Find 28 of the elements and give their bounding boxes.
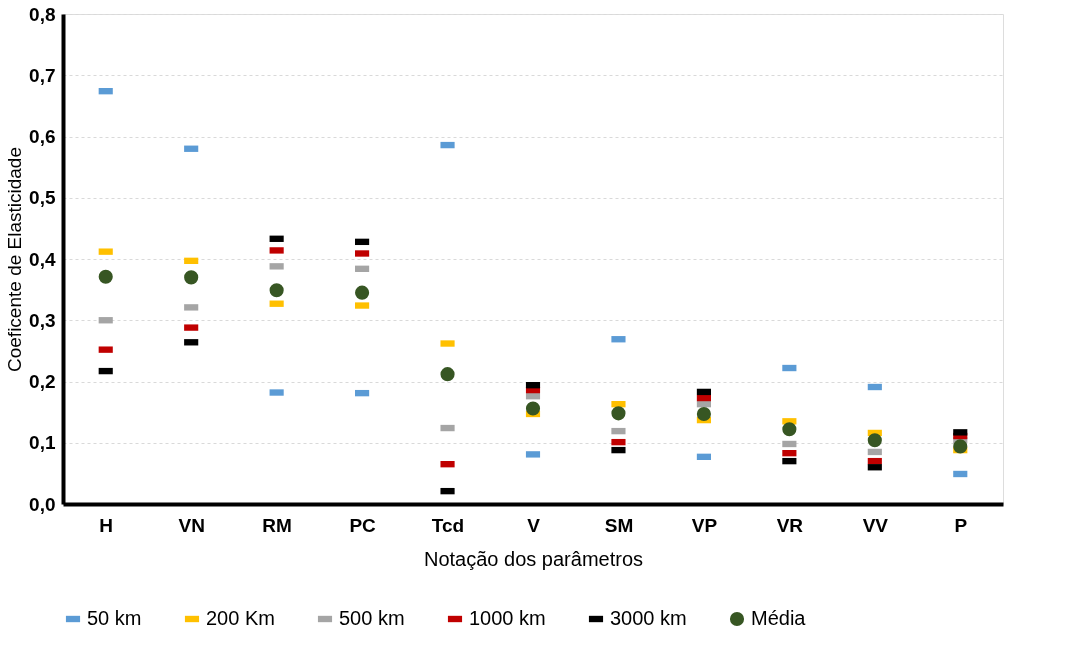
x-tick-label: RM bbox=[262, 514, 292, 536]
y-tick-label: 0,3 bbox=[29, 309, 56, 331]
y-tick-label: 0,4 bbox=[29, 248, 56, 270]
legend-label: Média bbox=[751, 607, 807, 629]
x-tick-label: Tcd bbox=[431, 514, 465, 536]
x-tick-label: PC bbox=[349, 514, 377, 536]
legend-label: 1000 km bbox=[469, 607, 546, 629]
legend-label: 50 km bbox=[87, 607, 142, 629]
y-tick-label: 0,8 bbox=[29, 3, 56, 25]
x-tick-label: VP bbox=[691, 514, 718, 536]
x-tick-label: P bbox=[954, 514, 968, 536]
x-tick-label: SM bbox=[604, 514, 634, 536]
y-tick-label: 0,0 bbox=[29, 493, 56, 515]
x-tick-label: VN bbox=[178, 514, 205, 536]
legend-label: 200 Km bbox=[206, 607, 275, 629]
x-tick-label: H bbox=[99, 514, 114, 536]
y-tick-label: 0,6 bbox=[29, 126, 56, 147]
y-tick-label: 0,2 bbox=[29, 371, 56, 392]
x-tick-label: VR bbox=[776, 514, 804, 536]
legend-label: 3000 km bbox=[610, 607, 687, 629]
y-tick-label: 0,5 bbox=[29, 187, 56, 209]
x-tick-label: V bbox=[527, 514, 541, 536]
x-tick-label: VV bbox=[862, 514, 889, 536]
y-tick-label: 0,7 bbox=[29, 64, 56, 86]
y-axis-title: Coeficente de Elasticidade bbox=[4, 147, 26, 372]
legend-label: 500 km bbox=[339, 607, 405, 629]
x-axis-title: Notação dos parâmetros bbox=[423, 547, 644, 570]
y-tick-label: 0,1 bbox=[29, 432, 56, 454]
